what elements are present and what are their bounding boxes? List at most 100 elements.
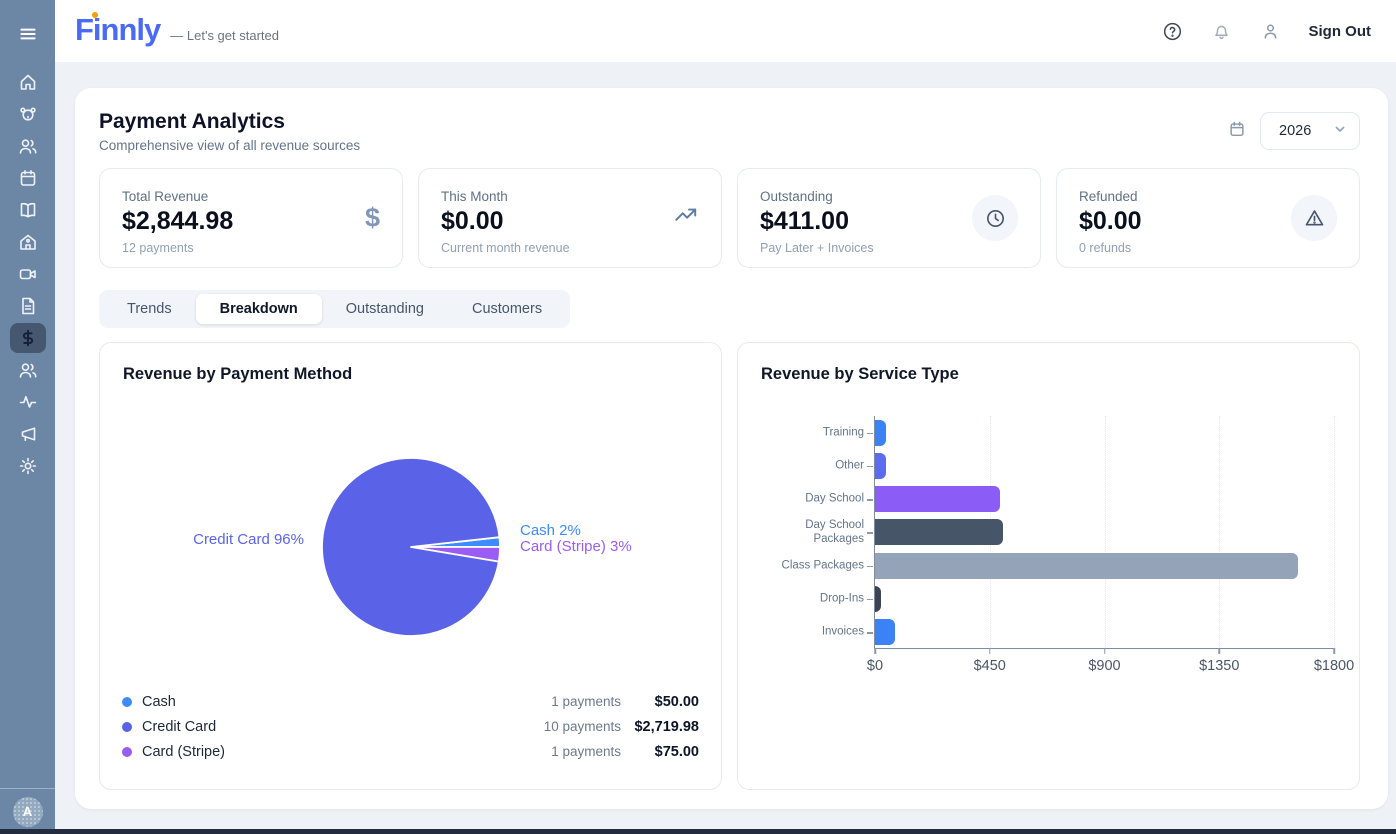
bar-row-day-school: Day School: [805, 483, 1334, 516]
sidebar-item-calendar[interactable]: [10, 162, 46, 194]
stat-sub: Current month revenue: [441, 241, 570, 255]
tab-breakdown[interactable]: Breakdown: [195, 294, 322, 324]
help-icon[interactable]: [1162, 21, 1183, 42]
stat-value: $0.00: [1079, 207, 1142, 235]
pie-legend: Cash 1 payments $50.00 Credit Card 10 pa…: [122, 689, 699, 764]
tab-outstanding[interactable]: Outstanding: [345, 301, 424, 317]
sidebar-item-activity[interactable]: [10, 386, 46, 418]
category-label: Drop-Ins: [819, 592, 864, 605]
sign-out-button[interactable]: Sign Out: [1308, 22, 1372, 40]
megaphone-icon: [18, 424, 38, 444]
card-stripe-dot-icon: [122, 746, 132, 757]
page-title: Payment Analytics: [99, 110, 285, 133]
paw-dot-icon: [92, 12, 98, 18]
menu-icon[interactable]: [0, 20, 55, 48]
bar: [875, 486, 1000, 513]
x-tick-label: $450: [973, 658, 1006, 674]
pie-callout-credit-card: Credit Card 96%: [193, 531, 304, 548]
sidebar-item-pets[interactable]: [10, 98, 46, 130]
stat-sub: Pay Later + Invoices: [760, 241, 874, 255]
avatar-letter: A: [22, 804, 33, 819]
category-label: Class Packages: [781, 559, 864, 572]
alert-triangle-icon: [1291, 195, 1337, 241]
bar: [875, 519, 1003, 546]
sidebar-item-home[interactable]: [10, 66, 46, 98]
category-label: Invoices: [821, 625, 864, 638]
pet-icon: [18, 104, 38, 124]
legend-row-cash: Cash 1 payments $50.00: [122, 689, 699, 714]
activity-icon: [18, 392, 38, 412]
year-select[interactable]: 2026: [1260, 112, 1360, 150]
bell-icon[interactable]: [1211, 21, 1232, 42]
sidebar-item-classes[interactable]: [10, 194, 46, 226]
pie-callout-cash: Cash 2%: [520, 522, 581, 539]
x-tick-label: $1800: [1313, 658, 1355, 674]
stat-value: $411.00: [760, 207, 849, 235]
clock-icon: [972, 195, 1018, 241]
stat-card-total-revenue: Total Revenue $2,844.98 12 payments $: [99, 168, 403, 268]
x-axis: $0 $450 $900 $1350 $1800: [867, 648, 1354, 682]
sidebar-footer: A: [0, 788, 55, 834]
stat-card-outstanding: Outstanding $411.00 Pay Later + Invoices: [737, 168, 1041, 268]
bar: [875, 619, 896, 646]
sidebar-item-payments[interactable]: [9, 323, 46, 353]
calendar-icon: [18, 168, 38, 188]
category-label: Day School Packages: [805, 519, 864, 545]
year-value: 2026: [1279, 123, 1312, 139]
stat-card-this-month: This Month $0.00 Current month revenue: [418, 168, 722, 268]
sidebar: A: [0, 0, 55, 834]
tab-customers[interactable]: Customers: [471, 301, 543, 317]
sidebar-item-clients[interactable]: [10, 130, 46, 162]
clients-icon: [18, 136, 38, 156]
top-header: Finnly — Let's get started Sign Out: [55, 0, 1396, 62]
stat-sub: 12 payments: [122, 241, 194, 255]
bar: [875, 452, 887, 479]
sidebar-item-video[interactable]: [10, 258, 46, 290]
cash-dot-icon: [122, 696, 132, 707]
stat-value: $2,844.98: [122, 207, 234, 235]
stat-label: Total Revenue: [122, 189, 209, 204]
home-icon: [18, 72, 38, 92]
bar-row-class-packages: Class Packages: [782, 549, 1334, 582]
payment-analytics-panel: Payment Analytics Comprehensive view of …: [75, 88, 1388, 809]
stat-sub: 0 refunds: [1079, 241, 1132, 255]
payments-dollar-icon: [18, 328, 38, 348]
category-label: Day School: [805, 492, 864, 505]
bar: [875, 419, 887, 446]
payment-method-pie: [321, 457, 501, 637]
avatar[interactable]: A: [12, 796, 43, 827]
tagline: — Let's get started: [170, 28, 279, 43]
analytics-tabs: Trends Breakdown Outstanding Customers: [99, 290, 571, 328]
credit-card-dot-icon: [122, 721, 132, 732]
app-logo[interactable]: Finnly: [75, 12, 161, 47]
tab-trends[interactable]: Trends: [127, 301, 172, 317]
bar-chart-card: Revenue by Service Type Training Other Day…: [737, 342, 1360, 790]
bar-chart-title: Revenue by Service Type: [761, 365, 959, 383]
bar-row-other: Other: [835, 449, 1334, 482]
bar: [875, 585, 882, 612]
sidebar-item-school[interactable]: [10, 226, 46, 258]
sidebar-item-settings[interactable]: [10, 450, 46, 482]
pie-chart-title: Revenue by Payment Method: [123, 365, 353, 383]
x-tick-label: $1350: [1199, 658, 1240, 674]
page-subtitle: Comprehensive view of all revenue source…: [99, 138, 361, 153]
category-label: Other: [835, 459, 864, 472]
bar-row-drop-ins: Drop-Ins: [820, 582, 1334, 615]
sidebar-item-staff[interactable]: [10, 354, 46, 386]
book-icon: [18, 200, 38, 220]
trending-up-icon: [673, 203, 699, 234]
pie-chart-card: Revenue by Payment Method Credit Card 96…: [99, 342, 722, 790]
user-icon[interactable]: [1260, 21, 1281, 42]
dollar-icon: $: [364, 202, 380, 233]
stat-card-refunded: Refunded $0.00 0 refunds: [1056, 168, 1360, 268]
pie-callout-card-stripe: Card (Stripe) 3%: [520, 538, 632, 555]
x-tick-label: $900: [1088, 658, 1121, 674]
sidebar-item-marketing[interactable]: [10, 418, 46, 450]
bottom-edge-bar: [0, 829, 1396, 834]
legend-row-credit-card: Credit Card 10 payments $2,719.98: [122, 714, 699, 739]
sidebar-item-documents[interactable]: [10, 290, 46, 322]
stat-label: Outstanding: [760, 189, 833, 204]
legend-row-card-stripe: Card (Stripe) 1 payments $75.00: [122, 739, 699, 764]
service-type-bar-chart: Training Other Day School Day School Packag…: [782, 416, 1354, 674]
bar-row-day-school-packages: Day School Packages: [805, 516, 1334, 549]
